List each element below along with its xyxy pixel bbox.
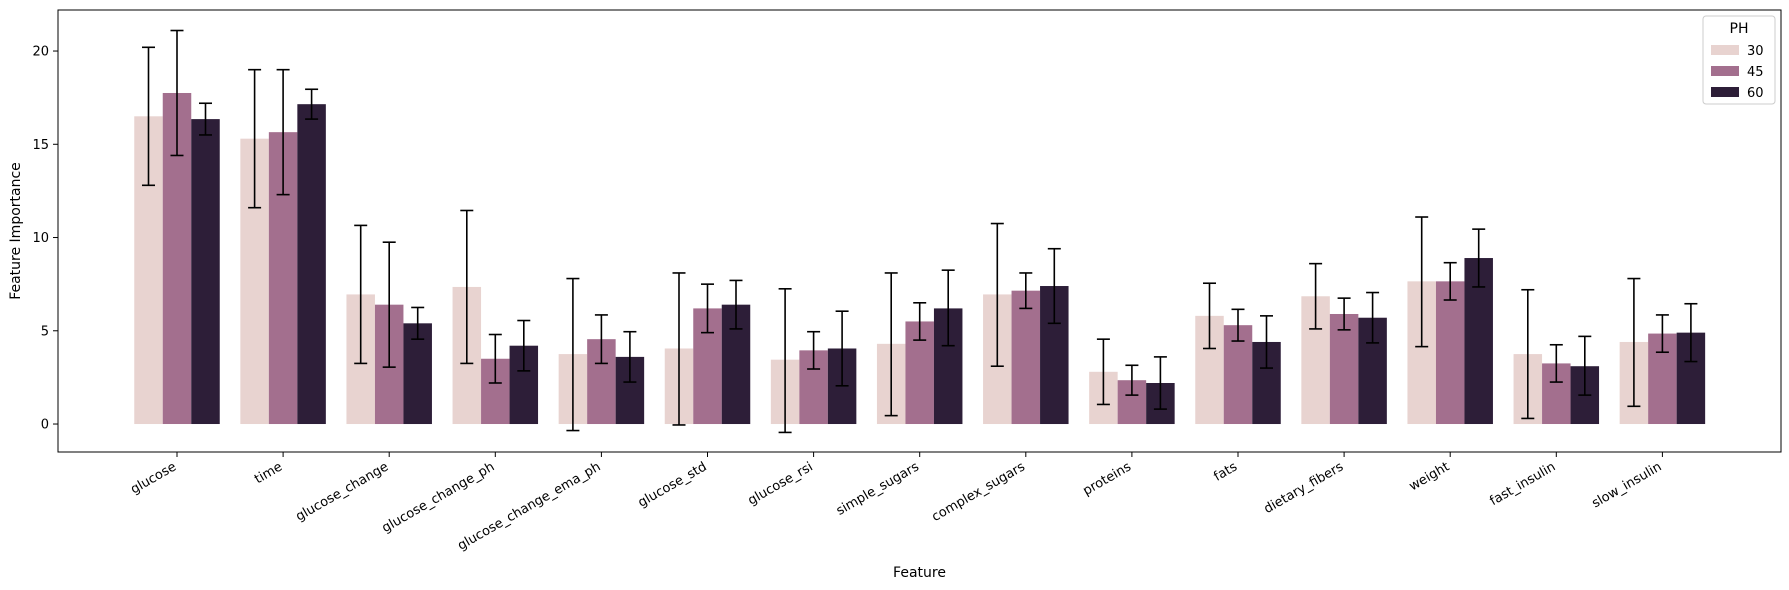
y-axis-label: Feature Importance [8,162,24,300]
legend-swatch-ph30 [1711,45,1739,55]
y-tick-label: 10 [32,231,49,246]
bar-weight-ph45 [1435,281,1465,425]
y-axis: 0 5 10 15 20 [32,45,58,433]
bar-complex_sugars-ph45 [1011,290,1041,425]
x-tick-label: glucose_change_ph [380,459,498,536]
legend-title: PH [1730,21,1749,37]
x-axis: glucose time glucose_changeglucose_change_… [128,452,1664,554]
legend-label-ph30: 30 [1747,44,1764,59]
legend-box [1702,15,1776,105]
bar-glucose_change-ph60 [403,323,432,425]
bar-time-ph60 [297,104,326,425]
legend-items: 30 45 60 [1711,44,1764,101]
y-tick-label: 5 [41,324,49,339]
legend-label-ph60: 60 [1747,86,1764,101]
x-tick-label: glucose_std [636,459,710,510]
x-tick-label: time [252,459,285,487]
y-tick-label: 0 [41,418,49,433]
y-tick-label: 20 [32,45,49,60]
x-tick-label: glucose [128,459,179,497]
x-axis-label: Feature [893,565,946,581]
x-tick-label: slow_insulin [1590,459,1665,511]
x-tick-label: simple_sugars [834,459,922,518]
bar-glucose-ph60 [191,119,220,425]
x-tick-label: weight [1407,459,1452,494]
legend-swatch-ph45 [1711,66,1739,76]
x-tick-label: dietary_fibers [1261,459,1346,517]
error-bars-layer [142,29,1698,434]
x-tick-label: complex_sugars [929,459,1028,525]
legend-swatch-ph60 [1711,87,1739,97]
bars-layer [134,92,1706,425]
x-tick-label: fast_insulin [1487,459,1558,509]
x-tick-label: fats [1211,459,1240,484]
x-tick-label: glucose_change [293,459,391,524]
y-tick-label: 15 [32,138,49,153]
legend-label-ph45: 45 [1747,65,1764,80]
x-tick-label: proteins [1081,459,1135,499]
x-tick-label: glucose_rsi [746,459,816,508]
legend: PH 30 45 60 [1702,15,1776,105]
bar-dietary_fibers-ph45 [1329,313,1359,425]
